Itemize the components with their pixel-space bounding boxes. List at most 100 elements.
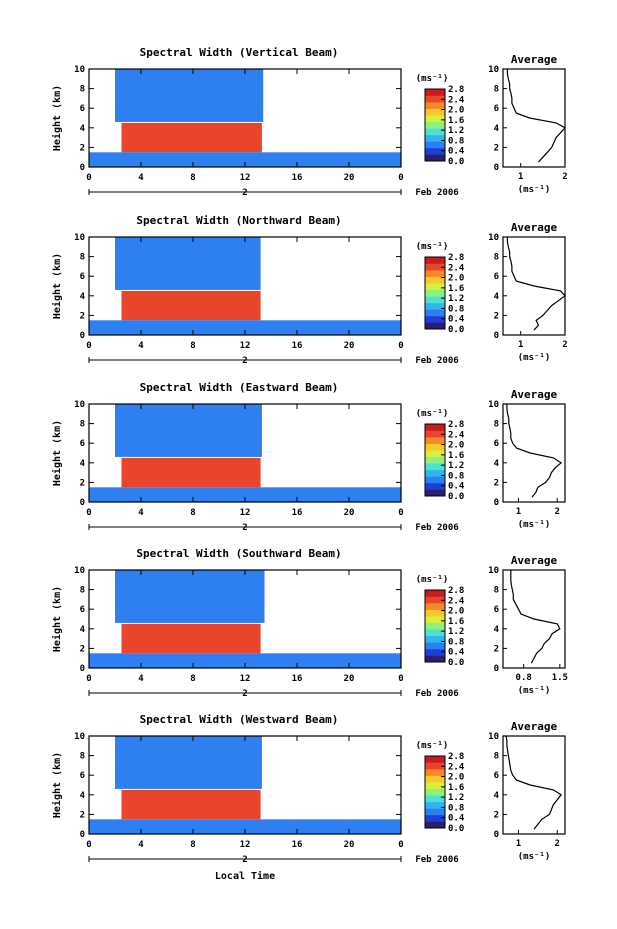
colorbar-segment <box>425 102 445 109</box>
colorbar-unit: (ms⁻¹) <box>416 242 449 252</box>
x-tick-label: 8 <box>190 508 195 518</box>
y-tick-label: 8 <box>80 85 85 95</box>
x-tick-label: 16 <box>292 674 303 684</box>
average-profile-line <box>506 404 563 498</box>
x-tick-label: 16 <box>292 840 303 850</box>
x-tick-label: 4 <box>138 508 144 518</box>
colorbar-segment <box>425 590 445 597</box>
colorbar-segment <box>425 622 445 630</box>
average-profile-line <box>505 735 562 830</box>
y-axis-label: Height (km) <box>51 586 63 652</box>
average-y-tick-label: 0 <box>494 163 499 173</box>
colorbar-tick-label: 0.8 <box>448 304 464 314</box>
average-profile-line <box>506 237 566 331</box>
colorbar-tick-label: 0.8 <box>448 803 464 813</box>
average-x-tick-label: 2 <box>562 340 567 350</box>
colorbar-segment <box>425 476 445 484</box>
average-title: Average <box>511 388 558 401</box>
x-tick-label: 8 <box>190 674 195 684</box>
x-tick-label: 20 <box>344 840 355 850</box>
colorbar-segment <box>425 489 445 497</box>
colorbar-segment <box>425 469 445 477</box>
y-tick-label: 6 <box>80 272 85 282</box>
colorbar-segment <box>425 616 445 624</box>
x-tick-label: 12 <box>240 508 251 518</box>
panel-title: Spectral Width (Northward Beam) <box>136 214 341 227</box>
x-tick-label: 20 <box>344 508 355 518</box>
average-x-tick-label: 1 <box>518 172 523 182</box>
y-tick-label: 10 <box>74 400 85 410</box>
average-x-tick-label: 2 <box>555 507 560 517</box>
x-tick-label: 20 <box>344 674 355 684</box>
average-unit: (ms⁻¹) <box>518 185 551 195</box>
y-tick-label: 0 <box>80 163 85 173</box>
average-y-tick-label: 10 <box>488 65 499 75</box>
average-unit: (ms⁻¹) <box>518 686 551 696</box>
colorbar-frame <box>424 423 446 497</box>
colorbar-segment <box>425 430 445 438</box>
average-title: Average <box>511 53 558 66</box>
colorbar-segment <box>425 463 445 471</box>
x-tick-label: 0 <box>398 173 403 183</box>
colorbar-segment <box>425 134 445 142</box>
colorbar-tick-label: 0.4 <box>448 315 465 325</box>
colorbar-segment <box>425 775 445 783</box>
colorbar-frame <box>424 589 446 663</box>
colorbar-segment <box>425 450 445 458</box>
colorbar-tick-label: 0.4 <box>448 814 465 824</box>
average-y-tick-label: 4 <box>494 625 500 635</box>
y-tick-label: 2 <box>80 311 85 321</box>
x-tick-label: 0 <box>86 840 91 850</box>
average-y-tick-label: 6 <box>494 439 499 449</box>
average-y-tick-label: 6 <box>494 771 499 781</box>
colorbar-segment <box>425 642 445 650</box>
colorbar-frame <box>424 88 446 162</box>
colorbar-segment <box>425 95 445 103</box>
y-axis-label: Height (km) <box>51 253 63 319</box>
colorbar-segment <box>425 276 445 284</box>
colorbar-segment <box>425 154 445 162</box>
colorbar-tick-label: 2.4 <box>448 95 465 105</box>
heatmap-region-1 <box>121 789 261 820</box>
x-tick-label: 12 <box>240 840 251 850</box>
colorbar-segment <box>425 782 445 790</box>
day-label: 2 <box>242 188 247 198</box>
heatmap-region-0 <box>115 237 261 290</box>
colorbar-segment <box>425 437 445 444</box>
colorbar-tick-label: 1.2 <box>448 126 464 136</box>
colorbar-segment <box>425 648 445 656</box>
colorbar-tick-label: 1.6 <box>448 116 464 126</box>
colorbar-segment <box>425 635 445 643</box>
average-y-tick-label: 2 <box>494 644 499 654</box>
colorbar-tick-label: 1.2 <box>448 627 464 637</box>
heatmap-region-2 <box>89 653 401 668</box>
average-y-tick-label: 0 <box>494 830 499 840</box>
y-tick-label: 10 <box>74 566 85 576</box>
average-frame <box>502 68 566 168</box>
average-x-tick-label: 1 <box>516 839 521 849</box>
average-frame <box>502 569 566 669</box>
colorbar-tick-label: 2.0 <box>448 274 464 284</box>
y-tick-label: 4 <box>80 124 86 134</box>
colorbar-tick-label: 0.0 <box>448 492 464 502</box>
y-axis-label: Height (km) <box>51 420 63 486</box>
heatmap-region-1 <box>121 623 261 654</box>
heatmap-region-2 <box>89 152 401 167</box>
heatmap-region-1 <box>121 122 262 153</box>
average-frame <box>502 236 566 336</box>
x-tick-label: 0 <box>86 341 91 351</box>
y-axis-label: Height (km) <box>51 85 63 151</box>
heatmap-region-0 <box>115 736 262 789</box>
average-y-tick-label: 0 <box>494 331 499 341</box>
colorbar-segment <box>425 443 445 451</box>
colorbar-segment <box>425 655 445 663</box>
panel-title: Spectral Width (Eastward Beam) <box>140 381 339 394</box>
panel-title: Spectral Width (Vertical Beam) <box>140 46 339 59</box>
date-label: Feb 2006 <box>415 855 458 865</box>
average-x-tick-label: 2 <box>562 172 567 182</box>
colorbar-tick-label: 2.4 <box>448 596 465 606</box>
colorbar-tick-label: 0.4 <box>448 482 465 492</box>
colorbar-tick-label: 1.2 <box>448 793 464 803</box>
